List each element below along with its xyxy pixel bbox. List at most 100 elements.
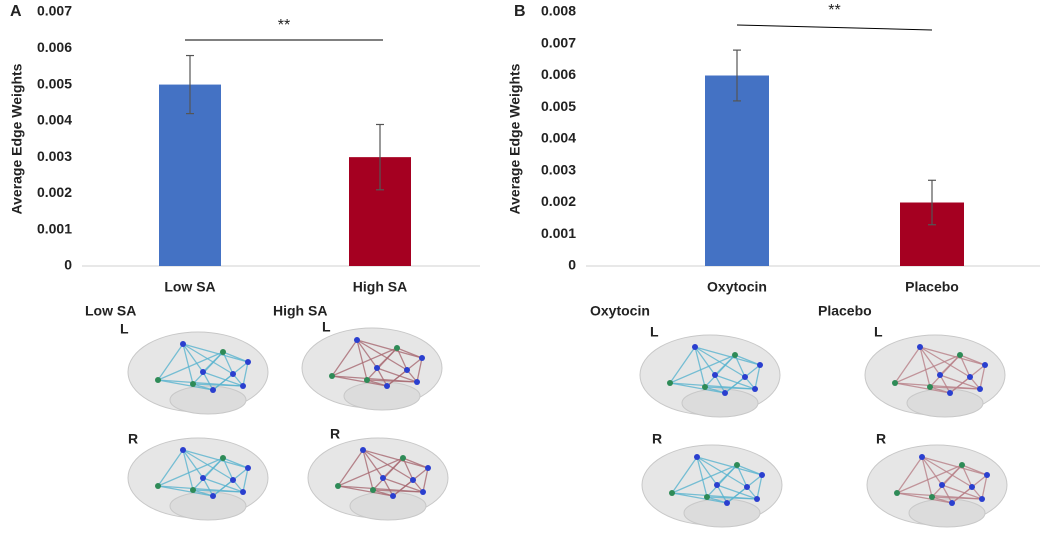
brain-edge — [362, 449, 414, 481]
y-tick-label: 0.008 — [541, 3, 576, 19]
brain-edge — [894, 354, 961, 384]
brain-edge — [192, 383, 214, 391]
x-tick-label: Oxytocin — [707, 279, 767, 295]
brain-node — [240, 489, 246, 495]
brain-edge — [372, 489, 394, 497]
panel-letter: A — [10, 3, 22, 20]
brain-edge — [694, 346, 716, 376]
brain-panel-title: Low SA — [85, 303, 136, 319]
brain-node — [180, 341, 186, 347]
brain-edge — [931, 464, 963, 498]
brain-node — [419, 355, 425, 361]
brain-edge — [714, 374, 756, 390]
brain-edge — [736, 464, 763, 476]
y-tick-label: 0.002 — [541, 193, 576, 209]
y-tick-label: 0.006 — [37, 39, 72, 55]
brain-node — [400, 455, 406, 461]
y-tick-label: 0.002 — [37, 184, 72, 200]
brain-edge — [242, 361, 249, 387]
brain — [639, 334, 781, 418]
brain-edge — [222, 457, 249, 469]
brain-lobe — [343, 381, 421, 411]
brain-lobe — [908, 498, 986, 528]
brain-edge — [754, 364, 761, 390]
brain-view-label: R — [876, 431, 886, 447]
brain-edge — [192, 457, 224, 491]
brain-node — [894, 490, 900, 496]
brain-edge — [696, 456, 718, 486]
brain-edge — [896, 492, 953, 504]
brain-node — [734, 462, 740, 468]
brain — [866, 444, 1008, 528]
brain-edge — [182, 449, 204, 479]
brain-node — [969, 484, 975, 490]
brain-lobe — [906, 388, 984, 418]
brain-view-label: R — [128, 431, 138, 447]
significance-label: ** — [278, 17, 290, 34]
brain-edge — [192, 489, 244, 493]
brain-node — [927, 384, 933, 390]
brain-edge — [192, 351, 224, 385]
brain-edge — [382, 477, 394, 497]
brain-edge — [157, 379, 214, 391]
x-tick-label: Placebo — [905, 279, 959, 295]
brain-node — [240, 383, 246, 389]
brain-view-label: L — [874, 324, 883, 340]
brain-edge — [726, 474, 763, 504]
brain-edge — [182, 343, 204, 373]
brain-node — [180, 447, 186, 453]
brain-edge — [331, 347, 398, 377]
brain-node — [245, 465, 251, 471]
brain-edge — [671, 464, 738, 494]
brain-node — [200, 369, 206, 375]
brain-edge — [182, 343, 249, 363]
brain-edge — [694, 346, 761, 366]
brain-edge — [736, 464, 748, 488]
brain-node — [949, 500, 955, 506]
brain-node — [210, 387, 216, 393]
brain-node — [329, 373, 335, 379]
brain — [307, 437, 449, 521]
brain-node — [155, 483, 161, 489]
brain-edge — [734, 354, 761, 366]
brain-node — [732, 352, 738, 358]
brain-edge — [362, 449, 384, 479]
brain-view-label: L — [120, 321, 129, 337]
brain-edge — [192, 489, 214, 497]
brain-edge — [669, 382, 726, 394]
brain-edge — [182, 343, 194, 385]
brain-node — [374, 365, 380, 371]
y-tick-label: 0.003 — [37, 148, 72, 164]
brain-node — [947, 390, 953, 396]
brain-panel-title: High SA — [273, 303, 327, 319]
brain-node — [230, 371, 236, 377]
brain-edge — [356, 339, 423, 359]
brain-node — [937, 372, 943, 378]
brain-node — [364, 377, 370, 383]
brain-edge — [929, 386, 951, 394]
brain-edge — [386, 357, 423, 387]
brain-node — [200, 475, 206, 481]
brain-edge — [366, 379, 388, 387]
y-tick-label: 0.004 — [541, 130, 576, 146]
brain — [864, 334, 1006, 418]
brain-node — [410, 477, 416, 483]
brain-node — [404, 367, 410, 373]
brain-node — [354, 337, 360, 343]
brain-edge — [392, 467, 429, 497]
brain-edge — [894, 346, 921, 384]
y-tick-label: 0.007 — [37, 3, 72, 19]
brain-edge — [182, 449, 194, 491]
brain-node — [712, 372, 718, 378]
brain-edge — [734, 354, 746, 378]
brain-node — [155, 377, 161, 383]
brain-lobe — [169, 491, 247, 521]
y-tick-label: 0.007 — [541, 34, 576, 50]
y-tick-label: 0.005 — [541, 98, 576, 114]
y-tick-label: 0 — [64, 257, 72, 273]
brain-node — [714, 482, 720, 488]
brain-node — [742, 374, 748, 380]
brain-edge — [331, 339, 358, 377]
significance-label: ** — [828, 2, 840, 19]
brain-node — [704, 494, 710, 500]
